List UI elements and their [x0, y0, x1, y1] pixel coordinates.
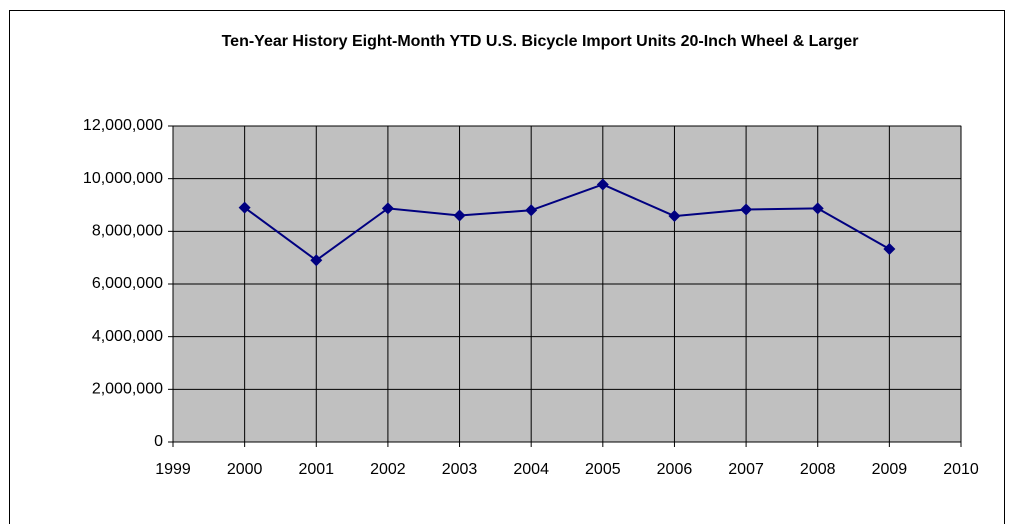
data-point	[381, 202, 394, 215]
x-tick-label: 2000	[227, 461, 263, 478]
data-point	[596, 178, 609, 191]
x-tick-label: 2006	[657, 461, 693, 478]
y-tick-label: 4,000,000	[92, 328, 163, 345]
x-tick-label: 2003	[442, 461, 478, 478]
x-tick-label: 2002	[370, 461, 406, 478]
y-tick-label: 10,000,000	[83, 170, 163, 187]
data-point	[453, 209, 466, 222]
x-tick-label: 2005	[585, 461, 621, 478]
y-tick-label: 2,000,000	[92, 381, 163, 398]
x-tick-label: 2008	[800, 461, 836, 478]
x-tick-label: 2007	[728, 461, 764, 478]
data-point	[525, 204, 538, 217]
data-point	[310, 254, 323, 267]
y-tick-label: 12,000,000	[83, 117, 163, 134]
data-line	[244, 183, 890, 262]
y-tick-label: 0	[154, 433, 163, 450]
data-point	[668, 210, 681, 223]
x-tick-label: 1999	[155, 461, 191, 478]
x-tick-label: 2010	[943, 461, 979, 478]
x-tick-label: 2004	[513, 461, 549, 478]
data-point	[811, 202, 824, 215]
y-tick-label: 6,000,000	[92, 275, 163, 292]
data-point	[883, 242, 896, 255]
data-point	[238, 201, 251, 214]
y-tick-label: 8,000,000	[92, 223, 163, 240]
data-point	[740, 203, 753, 216]
x-tick-label: 2009	[872, 461, 908, 478]
x-tick-label: 2001	[298, 461, 334, 478]
chart-title: Ten-Year History Eight-Month YTD U.S. Bi…	[221, 33, 859, 50]
